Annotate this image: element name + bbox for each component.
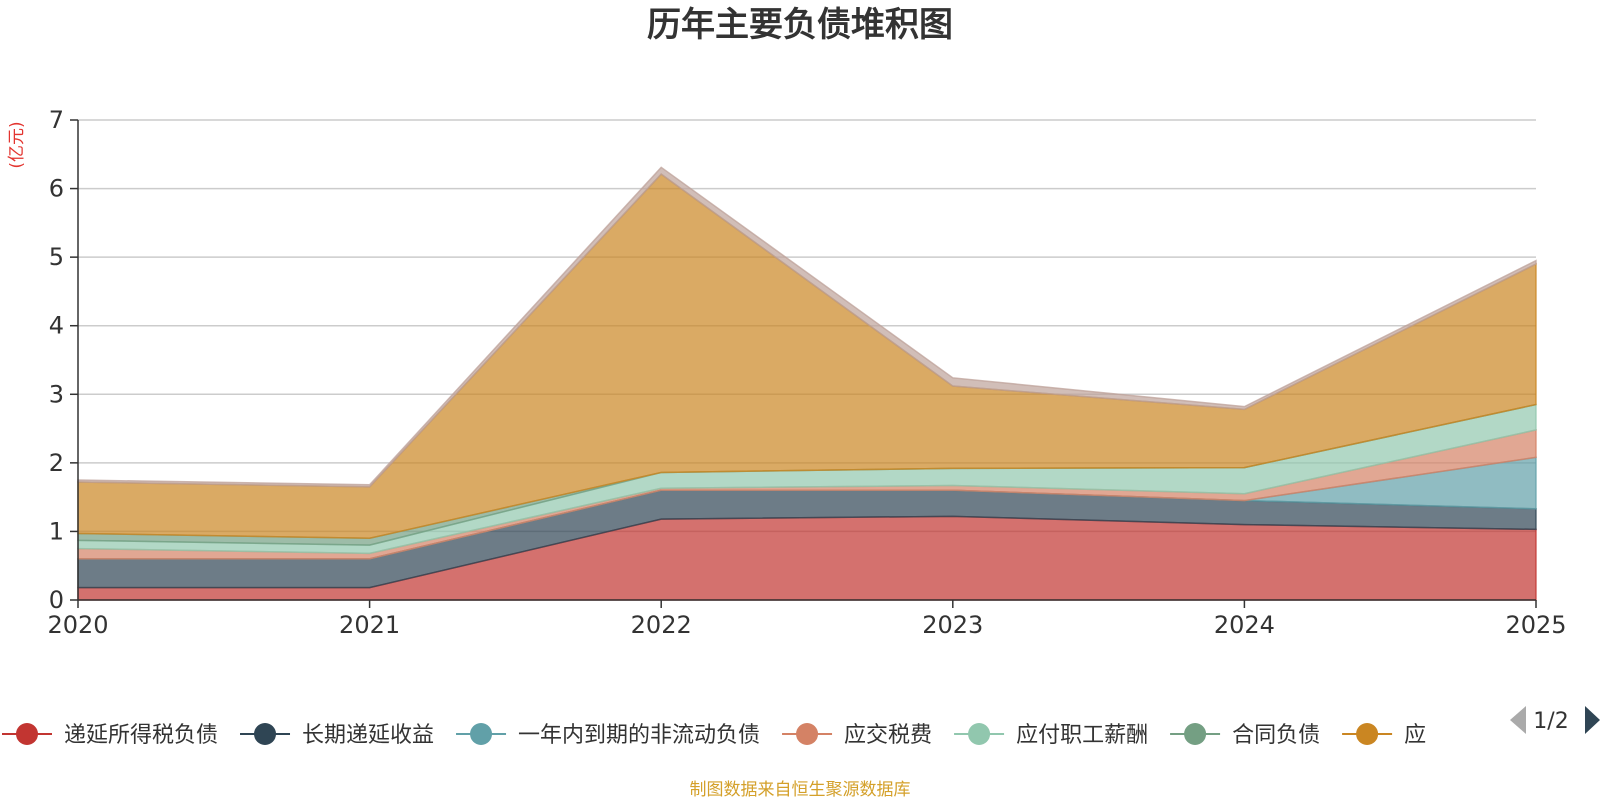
x-tick-label: 2020 [47,611,108,639]
legend-circle-icon [796,723,819,745]
legend-item[interactable]: 长期递延收益 [240,723,434,748]
legend-item[interactable]: 递延所得税负债 [2,723,218,748]
y-tick-label: 4 [49,312,64,340]
axes: 0 1 2 3 4 5 6 7 2020 2021 2022 2023 2024 2025 [47,106,1566,639]
x-tick-label: 2021 [339,611,400,639]
legend-prev-page-icon[interactable] [1510,706,1526,734]
x-tick-label: 2024 [1214,611,1275,639]
y-axis-unit-label: (亿元) [7,121,27,168]
legend-item[interactable]: 一年内到期的非流动负债 [456,723,760,748]
y-tick-label: 0 [49,586,64,614]
x-tick-label: 2025 [1505,611,1566,639]
chart-title: 历年主要负债堆积图 [647,5,953,45]
legend-item[interactable]: 应 [1342,723,1426,748]
x-tick-label: 2022 [631,611,692,639]
data-source-note: 制图数据来自恒生聚源数据库 [690,780,911,800]
legend-label: 合同负债 [1232,723,1320,748]
legend-item[interactable]: 合同负债 [1170,723,1320,748]
legend-next-page-icon[interactable] [1585,706,1600,734]
legend-page-indicator: 1/2 [1533,709,1568,734]
legend-circle-icon [1184,723,1207,745]
y-tick-label: 6 [49,175,64,203]
legend-label: 长期递延收益 [302,723,434,748]
y-tick-label: 7 [49,106,64,134]
legend-item[interactable]: 应付职工薪酬 [954,723,1148,748]
legend-circle-icon [1356,723,1379,745]
area-series [77,166,1537,601]
area-series-8[interactable] [77,166,1537,488]
legend-pager: 1/2 [1510,706,1600,734]
legend: 递延所得税负债 长期递延收益 一年内到期的非流动负债 应交税费 应付职工薪酬 合同负债 应 [2,723,1426,748]
legend-label: 递延所得税负债 [64,723,218,748]
y-tick-label: 2 [49,449,64,477]
y-tick-label: 5 [49,243,64,271]
legend-label: 一年内到期的非流动负债 [518,723,760,748]
legend-circle-icon [254,723,277,745]
legend-label: 应 [1404,723,1426,748]
y-tick-label: 3 [49,380,64,408]
legend-item[interactable]: 应交税费 [782,723,932,748]
legend-circle-icon [16,723,38,745]
legend-circle-icon [968,723,991,745]
x-tick-label: 2023 [922,611,983,639]
legend-label: 应交税费 [844,723,932,748]
legend-label: 应付职工薪酬 [1016,723,1148,748]
y-tick-label: 1 [49,517,64,545]
legend-circle-icon [470,723,493,745]
